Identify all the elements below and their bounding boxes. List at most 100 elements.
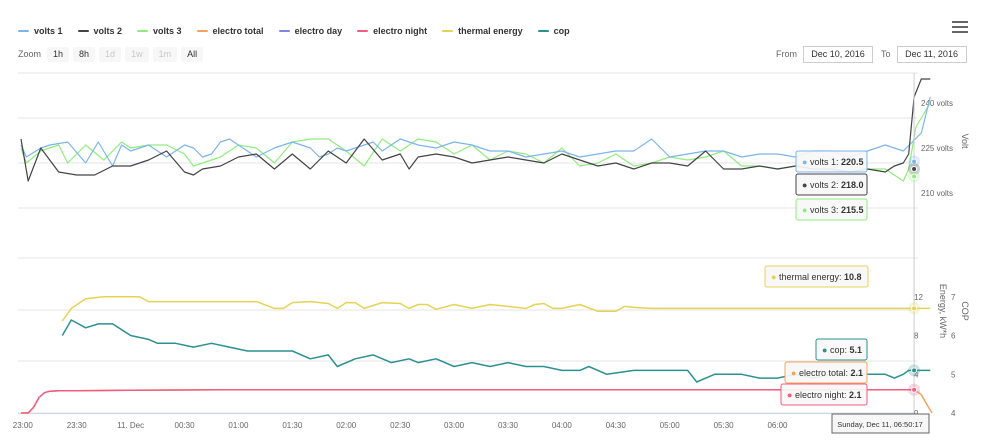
tooltip-dot: ● <box>802 157 810 167</box>
hover-marker <box>911 158 918 165</box>
tooltip-electro-night: ● electro night: 2.1 <box>780 383 868 406</box>
y-tick-label-cop: 5 <box>951 370 956 379</box>
tooltip-thermal-energy: ● thermal energy: 10.8 <box>764 265 869 288</box>
legend-swatch <box>77 30 89 32</box>
legend-item[interactable]: volts 2 <box>77 26 123 36</box>
series-line-electro-total <box>21 389 933 414</box>
tooltip-value: 10.8 <box>844 272 862 282</box>
svg-text:● cop: 5.1: ● cop: 5.1 <box>822 345 862 355</box>
x-tick-label: 23:30 <box>67 421 88 430</box>
tooltip-dot: ● <box>822 345 830 355</box>
zoom-button-8h[interactable]: 8h <box>73 46 96 62</box>
svg-text:● volts 2: 218.0: ● volts 2: 218.0 <box>802 180 863 190</box>
to-label: To <box>881 49 891 59</box>
legend-label: volts 2 <box>93 26 123 36</box>
y-tick-label-cop: 7 <box>951 293 956 302</box>
to-date-input[interactable]: Dec 11, 2016 <box>896 45 967 63</box>
zoom-button-1h[interactable]: 1h <box>47 46 70 62</box>
hover-halo <box>908 364 921 377</box>
legend-item[interactable]: electro night <box>357 26 427 36</box>
legend-item[interactable]: electro total <box>196 26 264 36</box>
y-tick-label-volt: 225 volts <box>921 144 953 153</box>
x-tick-label: 01:30 <box>282 421 303 430</box>
legend-item[interactable]: thermal energy <box>442 26 523 36</box>
zoom-button-1m[interactable]: 1m <box>152 46 178 62</box>
tooltip-dot: ● <box>802 180 810 190</box>
tooltip-dot: ● <box>771 272 779 282</box>
tooltip-value: 218.0 <box>841 180 864 190</box>
zoom-label: Zoom <box>18 49 42 59</box>
hover-marker <box>911 386 918 393</box>
x-tick-label: 04:00 <box>552 421 573 430</box>
zoom-button-1w[interactable]: 1w <box>125 46 149 62</box>
series-line-volts-1 <box>20 96 931 167</box>
legend-item[interactable]: cop <box>537 26 570 36</box>
date-range-selector: From Dec 10, 2016 To Dec 11, 2016 <box>776 45 967 63</box>
y-tick-label-energy: 8 <box>914 332 919 341</box>
zoom-selector: Zoom 1h 8h 1d 1w 1m All <box>18 45 207 63</box>
y-tick-label-cop: 4 <box>951 409 956 418</box>
tooltip-label: volts 1: <box>810 157 841 167</box>
y-axis-title-energy: Energy, kW*h <box>938 284 948 338</box>
tooltip-dot: ● <box>787 390 795 400</box>
hover-marker <box>911 367 918 374</box>
legend-item[interactable]: volts 3 <box>137 26 182 36</box>
x-tick-label: 03:00 <box>444 421 465 430</box>
x-tick-label: 05:00 <box>660 421 681 430</box>
x-tick-label: 00:30 <box>175 421 196 430</box>
hover-halo <box>908 302 921 315</box>
tooltip-electro-total: ● electro total: 2.1 <box>784 361 868 384</box>
series-line-volts-2 <box>20 78 931 182</box>
legend-swatch <box>442 30 454 32</box>
crosshair-x-label: Sunday, Dec 11, 06:50:17 <box>831 413 930 434</box>
hover-halo <box>908 163 921 175</box>
x-tick-label: 04:30 <box>606 421 627 430</box>
tooltip-value: 2.1 <box>850 368 863 378</box>
x-tick-label: 11. Dec <box>117 421 144 430</box>
tooltip-volts-3: ● volts 3: 215.5 <box>795 198 868 221</box>
x-tick-label: 02:30 <box>390 421 411 430</box>
legend-swatch <box>196 30 208 32</box>
x-tick-label: 02:00 <box>336 421 357 430</box>
svg-text:● thermal energy: 10.8: ● thermal energy: 10.8 <box>771 272 862 282</box>
legend-label: electro night <box>373 26 428 36</box>
series-line-volts-3 <box>20 102 931 182</box>
from-date-input[interactable]: Dec 10, 2016 <box>803 45 873 63</box>
legend-item[interactable]: volts 1 <box>18 26 63 36</box>
zoom-button-all[interactable]: All <box>181 46 204 62</box>
legend-swatch <box>137 30 149 32</box>
svg-text:● electro night: 2.1: ● electro night: 2.1 <box>787 390 861 400</box>
y-tick-label-volt: 240 volts <box>921 99 953 108</box>
legend-swatch <box>357 30 369 32</box>
legend-label: cop <box>553 26 570 36</box>
tooltip-label: volts 3: <box>810 205 841 215</box>
legend-item[interactable]: electro day <box>278 26 342 36</box>
series-line-electro-night <box>21 389 915 414</box>
x-tick-label: 03:30 <box>498 421 519 430</box>
svg-text:● electro total: 2.1: ● electro total: 2.1 <box>791 368 863 378</box>
tooltip-cop: ● cop: 5.1 <box>815 338 868 361</box>
hover-halo <box>908 155 921 168</box>
legend-label: electro total <box>212 26 264 36</box>
svg-text:● volts 1: 220.5: ● volts 1: 220.5 <box>802 157 863 167</box>
zoom-button-1d[interactable]: 1d <box>99 46 122 62</box>
y-axis-title-cop: COP <box>960 301 970 321</box>
legend-swatch <box>278 30 290 32</box>
tooltip-volts-2: ● volts 2: 218.0 <box>795 173 868 196</box>
tooltip-label: electro total: <box>799 368 851 378</box>
y-tick-label-cop: 6 <box>951 332 956 341</box>
hover-marker <box>911 166 918 172</box>
tooltip-label: electro night: <box>795 390 849 400</box>
legend-label: volts 1 <box>34 26 63 36</box>
y-tick-label-energy: 12 <box>914 293 923 302</box>
tooltip-value: 215.5 <box>841 205 864 215</box>
hover-marker <box>911 173 918 180</box>
tooltip-dot: ● <box>802 205 810 215</box>
x-tick-label: 01:00 <box>228 421 249 430</box>
chart-menu-icon[interactable] <box>952 21 968 35</box>
tooltip-label: volts 2: <box>810 180 841 190</box>
legend-label: thermal energy <box>458 26 523 36</box>
tooltip-value: 220.5 <box>841 157 864 167</box>
y-tick-label-energy: 4 <box>914 370 919 379</box>
